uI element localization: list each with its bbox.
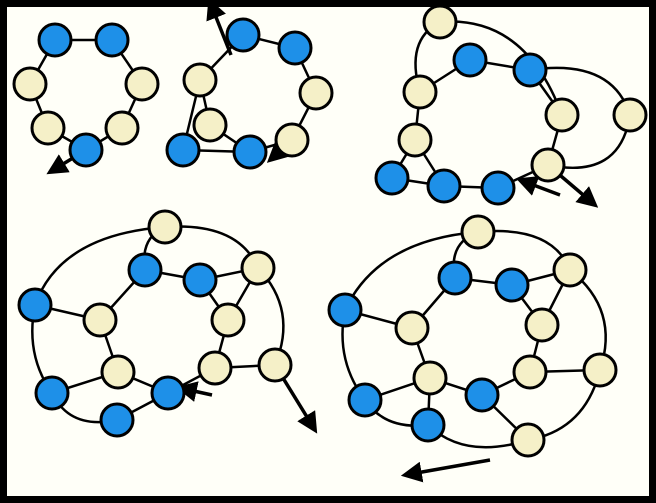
graph-node: [526, 309, 558, 341]
graph-node: [404, 76, 436, 108]
graph-node: [167, 134, 199, 166]
graph-node: [102, 356, 134, 388]
graph-node: [482, 172, 514, 204]
graph-node: [514, 54, 546, 86]
graph-node: [19, 289, 51, 321]
graph-node: [532, 149, 564, 181]
graph-node: [512, 424, 544, 456]
graph-node: [300, 77, 332, 109]
graph-node: [106, 112, 138, 144]
graph-node: [396, 312, 428, 344]
graph-node: [276, 124, 308, 156]
graph-node: [376, 162, 408, 194]
graph-node: [39, 24, 71, 56]
graph-node: [234, 136, 266, 168]
graph-node: [70, 134, 102, 166]
graph-node: [462, 216, 494, 248]
graph-node: [454, 44, 486, 76]
graph-node: [32, 112, 64, 144]
graph-node: [428, 170, 460, 202]
graph-node: [546, 99, 578, 131]
graph-node: [96, 24, 128, 56]
graph-node: [399, 124, 431, 156]
graph-node: [414, 362, 446, 394]
graph-node: [259, 349, 291, 381]
graph-node: [227, 19, 259, 51]
graph-node: [514, 356, 546, 388]
graph-node: [126, 68, 158, 100]
graph-node: [439, 262, 471, 294]
graph-node: [152, 377, 184, 409]
graph-node: [101, 404, 133, 436]
graph-node: [84, 304, 116, 336]
diagram-canvas: [0, 0, 656, 503]
graph-node: [614, 99, 646, 131]
graph-node: [212, 304, 244, 336]
graph-node: [412, 409, 444, 441]
graph-node: [184, 64, 216, 96]
graph-node: [584, 354, 616, 386]
graph-node: [242, 252, 274, 284]
graph-node: [424, 6, 456, 38]
graph-node: [496, 269, 528, 301]
graph-node: [149, 211, 181, 243]
graph-node: [199, 352, 231, 384]
graph-node: [14, 68, 46, 100]
graph-node: [466, 379, 498, 411]
graph-node: [184, 264, 216, 296]
graph-node: [349, 384, 381, 416]
graph-node: [129, 254, 161, 286]
graph-node: [194, 109, 226, 141]
graph-node: [554, 254, 586, 286]
graph-node: [329, 294, 361, 326]
graph-node: [36, 377, 68, 409]
graph-node: [279, 32, 311, 64]
